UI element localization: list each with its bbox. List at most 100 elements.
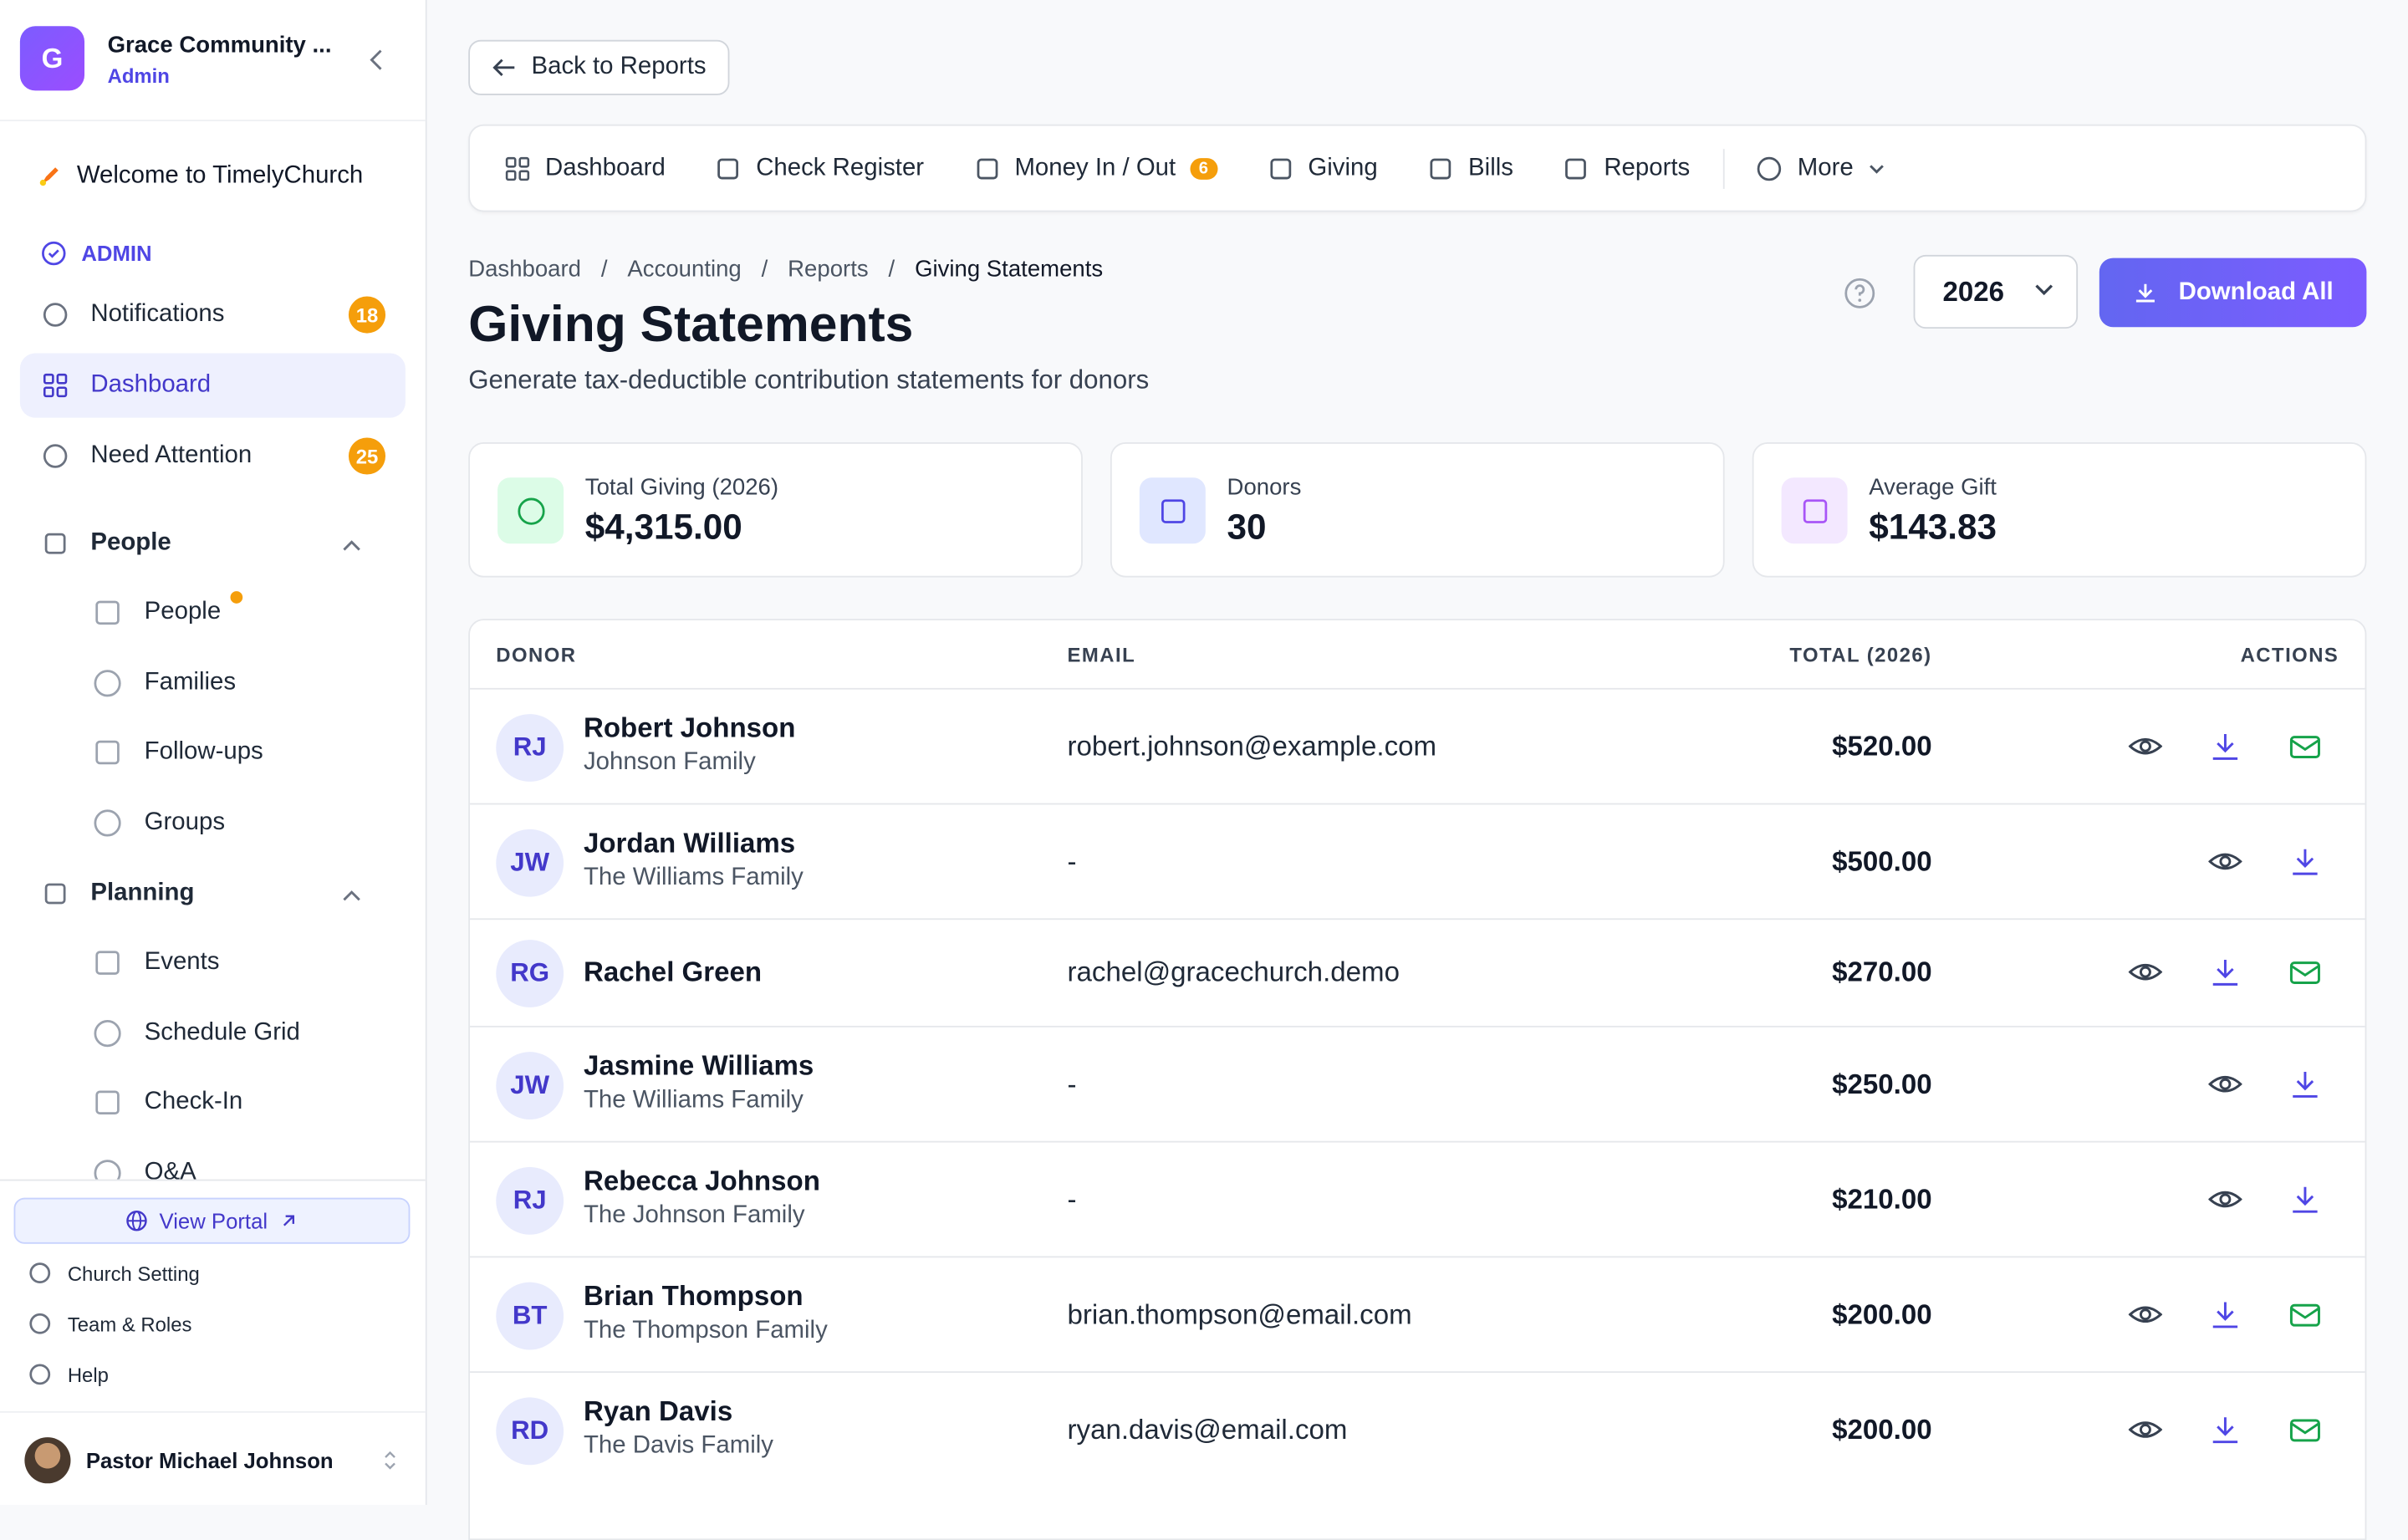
footer-link-text: Team & Roles <box>67 1312 192 1336</box>
icon <box>1758 156 1782 181</box>
icon <box>95 600 120 625</box>
welcome[interactable]: Welcome to TimelyChurch <box>37 163 363 191</box>
breadcrumb-item[interactable]: Dashboard <box>468 256 582 283</box>
sub-label: Schedule Grid <box>144 1019 300 1046</box>
nav-group[interactable]: People <box>20 512 406 576</box>
nav-item[interactable]: Need Attention 25 <box>20 424 406 488</box>
donor-email: - <box>1067 1068 1077 1099</box>
donor-total: $200.00 <box>1832 1413 1932 1445</box>
download-button[interactable] <box>2288 845 2322 887</box>
view-portal[interactable]: View Portal <box>13 1197 411 1244</box>
tab-label: More <box>1797 154 1854 181</box>
view-button[interactable] <box>2128 1298 2163 1340</box>
view-button[interactable] <box>2128 956 2163 998</box>
table-row: JW Jordan Williams The Williams Family - $50… <box>470 803 2365 920</box>
footer-link[interactable]: Church Setting <box>28 1261 200 1285</box>
footer-link[interactable]: Help <box>28 1362 109 1386</box>
view-button[interactable] <box>2128 730 2163 772</box>
globe-icon <box>125 1210 147 1231</box>
back-text: Back to Reports <box>531 54 707 80</box>
icon <box>43 303 68 327</box>
chevron <box>343 540 360 551</box>
view-button[interactable] <box>2207 1183 2242 1225</box>
stat-label: Donors <box>1227 474 1302 501</box>
year-text: 2026 <box>1942 275 2005 307</box>
sub-item[interactable]: Schedule Grid <box>92 1010 300 1056</box>
chevron-down <box>1867 155 1885 182</box>
breadcrumb-item[interactable]: Accounting <box>627 256 742 283</box>
table-row: RJ Rebecca Johnson The Johnson Family - $210… <box>470 1140 2365 1258</box>
sub-item[interactable]: Events <box>92 940 220 986</box>
stat-card: Average Gift $143.83 <box>1752 441 2367 578</box>
tab[interactable]: Giving <box>1267 155 1378 182</box>
sub-item[interactable]: Follow-ups <box>92 730 263 776</box>
tab-label: Reports <box>1604 154 1691 181</box>
email-button[interactable] <box>2288 1298 2322 1340</box>
collapse-icon[interactable] <box>365 48 387 72</box>
donor-total: $210.00 <box>1832 1183 1932 1214</box>
help-icon[interactable] <box>1843 277 1876 310</box>
tab[interactable]: More <box>1756 155 1885 182</box>
footer-link-text: Help <box>67 1363 109 1386</box>
tab[interactable]: Check Register <box>715 155 924 182</box>
view-button[interactable] <box>2207 1068 2242 1109</box>
download-button[interactable] <box>2208 1414 2242 1456</box>
view-button[interactable] <box>2207 845 2242 887</box>
download-button[interactable] <box>2288 1183 2322 1225</box>
nav-group[interactable]: Planning <box>20 861 406 926</box>
sub-label: Families <box>144 669 237 696</box>
icon <box>95 741 120 765</box>
sub-item[interactable]: People <box>92 589 243 635</box>
footer-link[interactable]: Team & Roles <box>28 1312 191 1336</box>
breadcrumb-separator: / <box>888 256 895 283</box>
download-all-button[interactable]: Download All <box>2099 258 2367 328</box>
donor-email: robert.johnson@example.com <box>1067 730 1437 762</box>
download-button[interactable] <box>2208 1298 2242 1340</box>
icon <box>94 1019 121 1047</box>
tab[interactable]: Reports <box>1563 154 1691 182</box>
chevron-up <box>319 533 384 560</box>
icon <box>2207 1075 2242 1092</box>
breadcrumb-item[interactable]: Reports <box>788 256 869 283</box>
stat-value: $143.83 <box>1869 507 1997 547</box>
sub-label: Groups <box>144 809 226 836</box>
stat-value: $4,315.00 <box>584 507 742 547</box>
sub-item[interactable]: Families <box>92 660 236 706</box>
donor-name: Jordan Williams <box>583 827 796 858</box>
user-menu[interactable]: Pastor Michael Johnson <box>0 1410 426 1505</box>
nav-badge: 18 <box>348 296 386 334</box>
tab[interactable]: Dashboard <box>503 155 666 182</box>
icon <box>94 669 121 696</box>
footer-link-text: Church Setting <box>67 1261 200 1285</box>
tab[interactable]: Money In / Out 6 <box>973 155 1218 182</box>
email-button[interactable] <box>2288 730 2322 772</box>
nav-item[interactable]: Dashboard <box>19 353 406 418</box>
user-avatar <box>24 1437 71 1484</box>
table-row: JW Jasmine Williams The Williams Family - $2… <box>470 1025 2365 1143</box>
view-button[interactable] <box>2128 1414 2163 1456</box>
back-button[interactable]: Back to Reports <box>468 39 730 95</box>
sub-label: Follow-ups <box>144 739 263 766</box>
tab[interactable]: Bills <box>1426 155 1513 182</box>
stat-icon <box>497 477 564 544</box>
nav-item[interactable]: Notifications 18 <box>20 283 406 347</box>
org-header[interactable]: G Grace Community ... Admin <box>0 0 426 122</box>
email-button[interactable] <box>2288 1414 2322 1456</box>
donor-name: Rebecca Johnson <box>583 1165 820 1196</box>
donor-name: Rachel Green <box>583 956 763 988</box>
page-subtitle: Generate tax-deductible contribution sta… <box>468 365 1150 395</box>
email-button[interactable] <box>2288 956 2322 998</box>
dot <box>230 591 243 604</box>
download-button[interactable] <box>2208 956 2242 998</box>
sub-item[interactable]: Check-In <box>92 1080 242 1126</box>
sub-item[interactable]: Groups <box>92 800 225 846</box>
download-button[interactable] <box>2288 1068 2322 1109</box>
donor-family: The Davis Family <box>583 1431 773 1458</box>
download-button[interactable] <box>2208 730 2242 772</box>
year-select[interactable]: 2026 <box>1913 254 2079 329</box>
donor-email: - <box>1067 845 1077 876</box>
column-header: TOTAL (2026) <box>1789 643 1932 667</box>
icon <box>1430 157 1451 179</box>
donor-avatar: RG <box>496 940 564 1007</box>
